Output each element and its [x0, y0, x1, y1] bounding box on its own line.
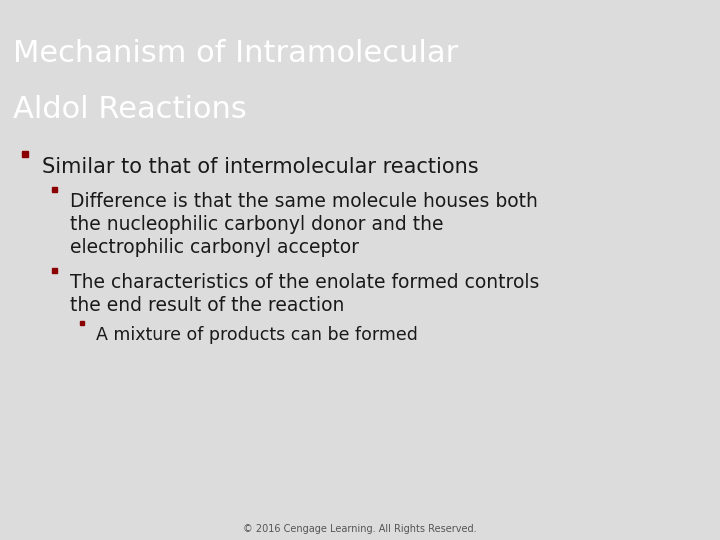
Text: the end result of the reaction: the end result of the reaction: [70, 296, 344, 315]
Text: The characteristics of the enolate formed controls: The characteristics of the enolate forme…: [70, 273, 539, 292]
Text: Mechanism of Intramolecular: Mechanism of Intramolecular: [13, 39, 458, 68]
Text: A mixture of products can be formed: A mixture of products can be formed: [96, 326, 418, 344]
Bar: [22, 151, 28, 157]
Text: Similar to that of intermolecular reactions: Similar to that of intermolecular reacti…: [42, 157, 479, 177]
Text: electrophilic carbonyl acceptor: electrophilic carbonyl acceptor: [70, 239, 359, 258]
Bar: [52, 187, 57, 192]
Text: Aldol Reactions: Aldol Reactions: [13, 94, 247, 124]
Text: Difference is that the same molecule houses both: Difference is that the same molecule hou…: [70, 192, 538, 211]
Bar: [52, 268, 57, 273]
Bar: [80, 321, 84, 325]
Text: the nucleophilic carbonyl donor and the: the nucleophilic carbonyl donor and the: [70, 215, 444, 234]
Text: © 2016 Cengage Learning. All Rights Reserved.: © 2016 Cengage Learning. All Rights Rese…: [243, 524, 477, 534]
